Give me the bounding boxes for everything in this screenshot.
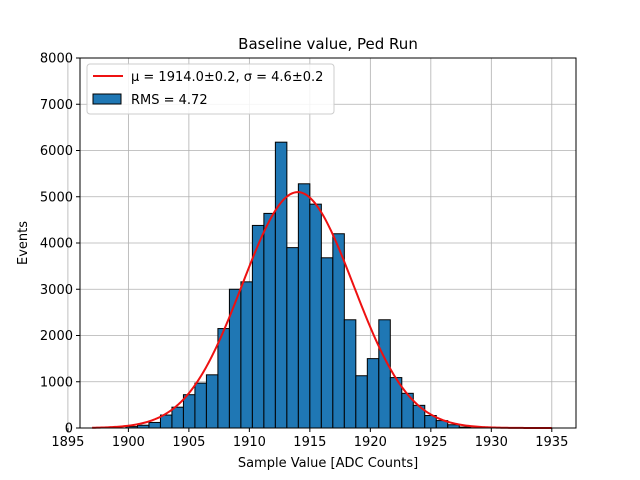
histogram-bar [309, 203, 322, 429]
y-tick-label: 3000 [40, 283, 73, 298]
histogram-bar [263, 212, 276, 429]
histogram-bar [343, 319, 357, 429]
histogram-bar [274, 141, 288, 429]
legend-histogram-swatch [92, 93, 122, 105]
x-axis-ticks: 1895 1900 1905 1910 1915 1920 1925 1930 1935 [51, 428, 568, 450]
y-axis-ticks: 0 1000 2000 3000 4000 5000 6000 7000 8000 [40, 52, 80, 437]
y-tick-label: 6000 [40, 144, 73, 159]
histogram-bar [240, 281, 253, 429]
histogram-bar [297, 183, 311, 429]
legend-fit-label: μ = 1914.0±0.2, σ = 4.6±0.2 [131, 70, 323, 85]
histogram-bar [355, 375, 368, 429]
y-tick-label: 8000 [40, 52, 73, 67]
chart-title: Baseline value, Ped Run [238, 35, 418, 53]
x-axis-label: Sample Value [ADC Counts] [238, 456, 418, 471]
histogram-bar [366, 358, 380, 429]
histogram-bar [194, 382, 207, 429]
histogram-bar [332, 233, 345, 429]
x-tick-label: 1925 [414, 435, 447, 450]
legend: μ = 1914.0±0.2, σ = 4.6±0.2 RMS = 4.72 [86, 63, 335, 115]
histogram-bar [171, 406, 184, 429]
histogram-bar [378, 319, 391, 429]
fit-curve-group [92, 191, 552, 429]
y-tick-label: 4000 [40, 237, 73, 252]
histogram-bar [217, 328, 230, 429]
histogram-bar [182, 394, 196, 429]
x-tick-label: 1900 [112, 435, 145, 450]
x-tick-label: 1935 [535, 435, 568, 450]
histogram-bar [286, 247, 299, 429]
histogram-bar [205, 374, 219, 429]
y-tick-label: 7000 [40, 98, 73, 113]
y-axis-label: Events [16, 221, 31, 265]
x-tick-label: 1905 [172, 435, 205, 450]
legend-histogram-label: RMS = 4.72 [131, 93, 208, 108]
y-tick-label: 0 [65, 422, 73, 437]
histogram-bar [148, 421, 161, 429]
histogram-bar [228, 288, 242, 429]
legend-box [86, 63, 335, 115]
x-tick-label: 1910 [233, 435, 266, 450]
y-tick-label: 2000 [40, 329, 73, 344]
x-tick-label: 1920 [354, 435, 387, 450]
y-tick-label: 1000 [40, 375, 73, 390]
gaussian-fit-curve [92, 191, 552, 429]
x-tick-label: 1930 [475, 435, 508, 450]
x-tick-label: 1915 [293, 435, 326, 450]
histogram-bar [320, 257, 334, 429]
y-tick-label: 5000 [40, 190, 73, 205]
x-tick-label: 1895 [51, 435, 84, 450]
